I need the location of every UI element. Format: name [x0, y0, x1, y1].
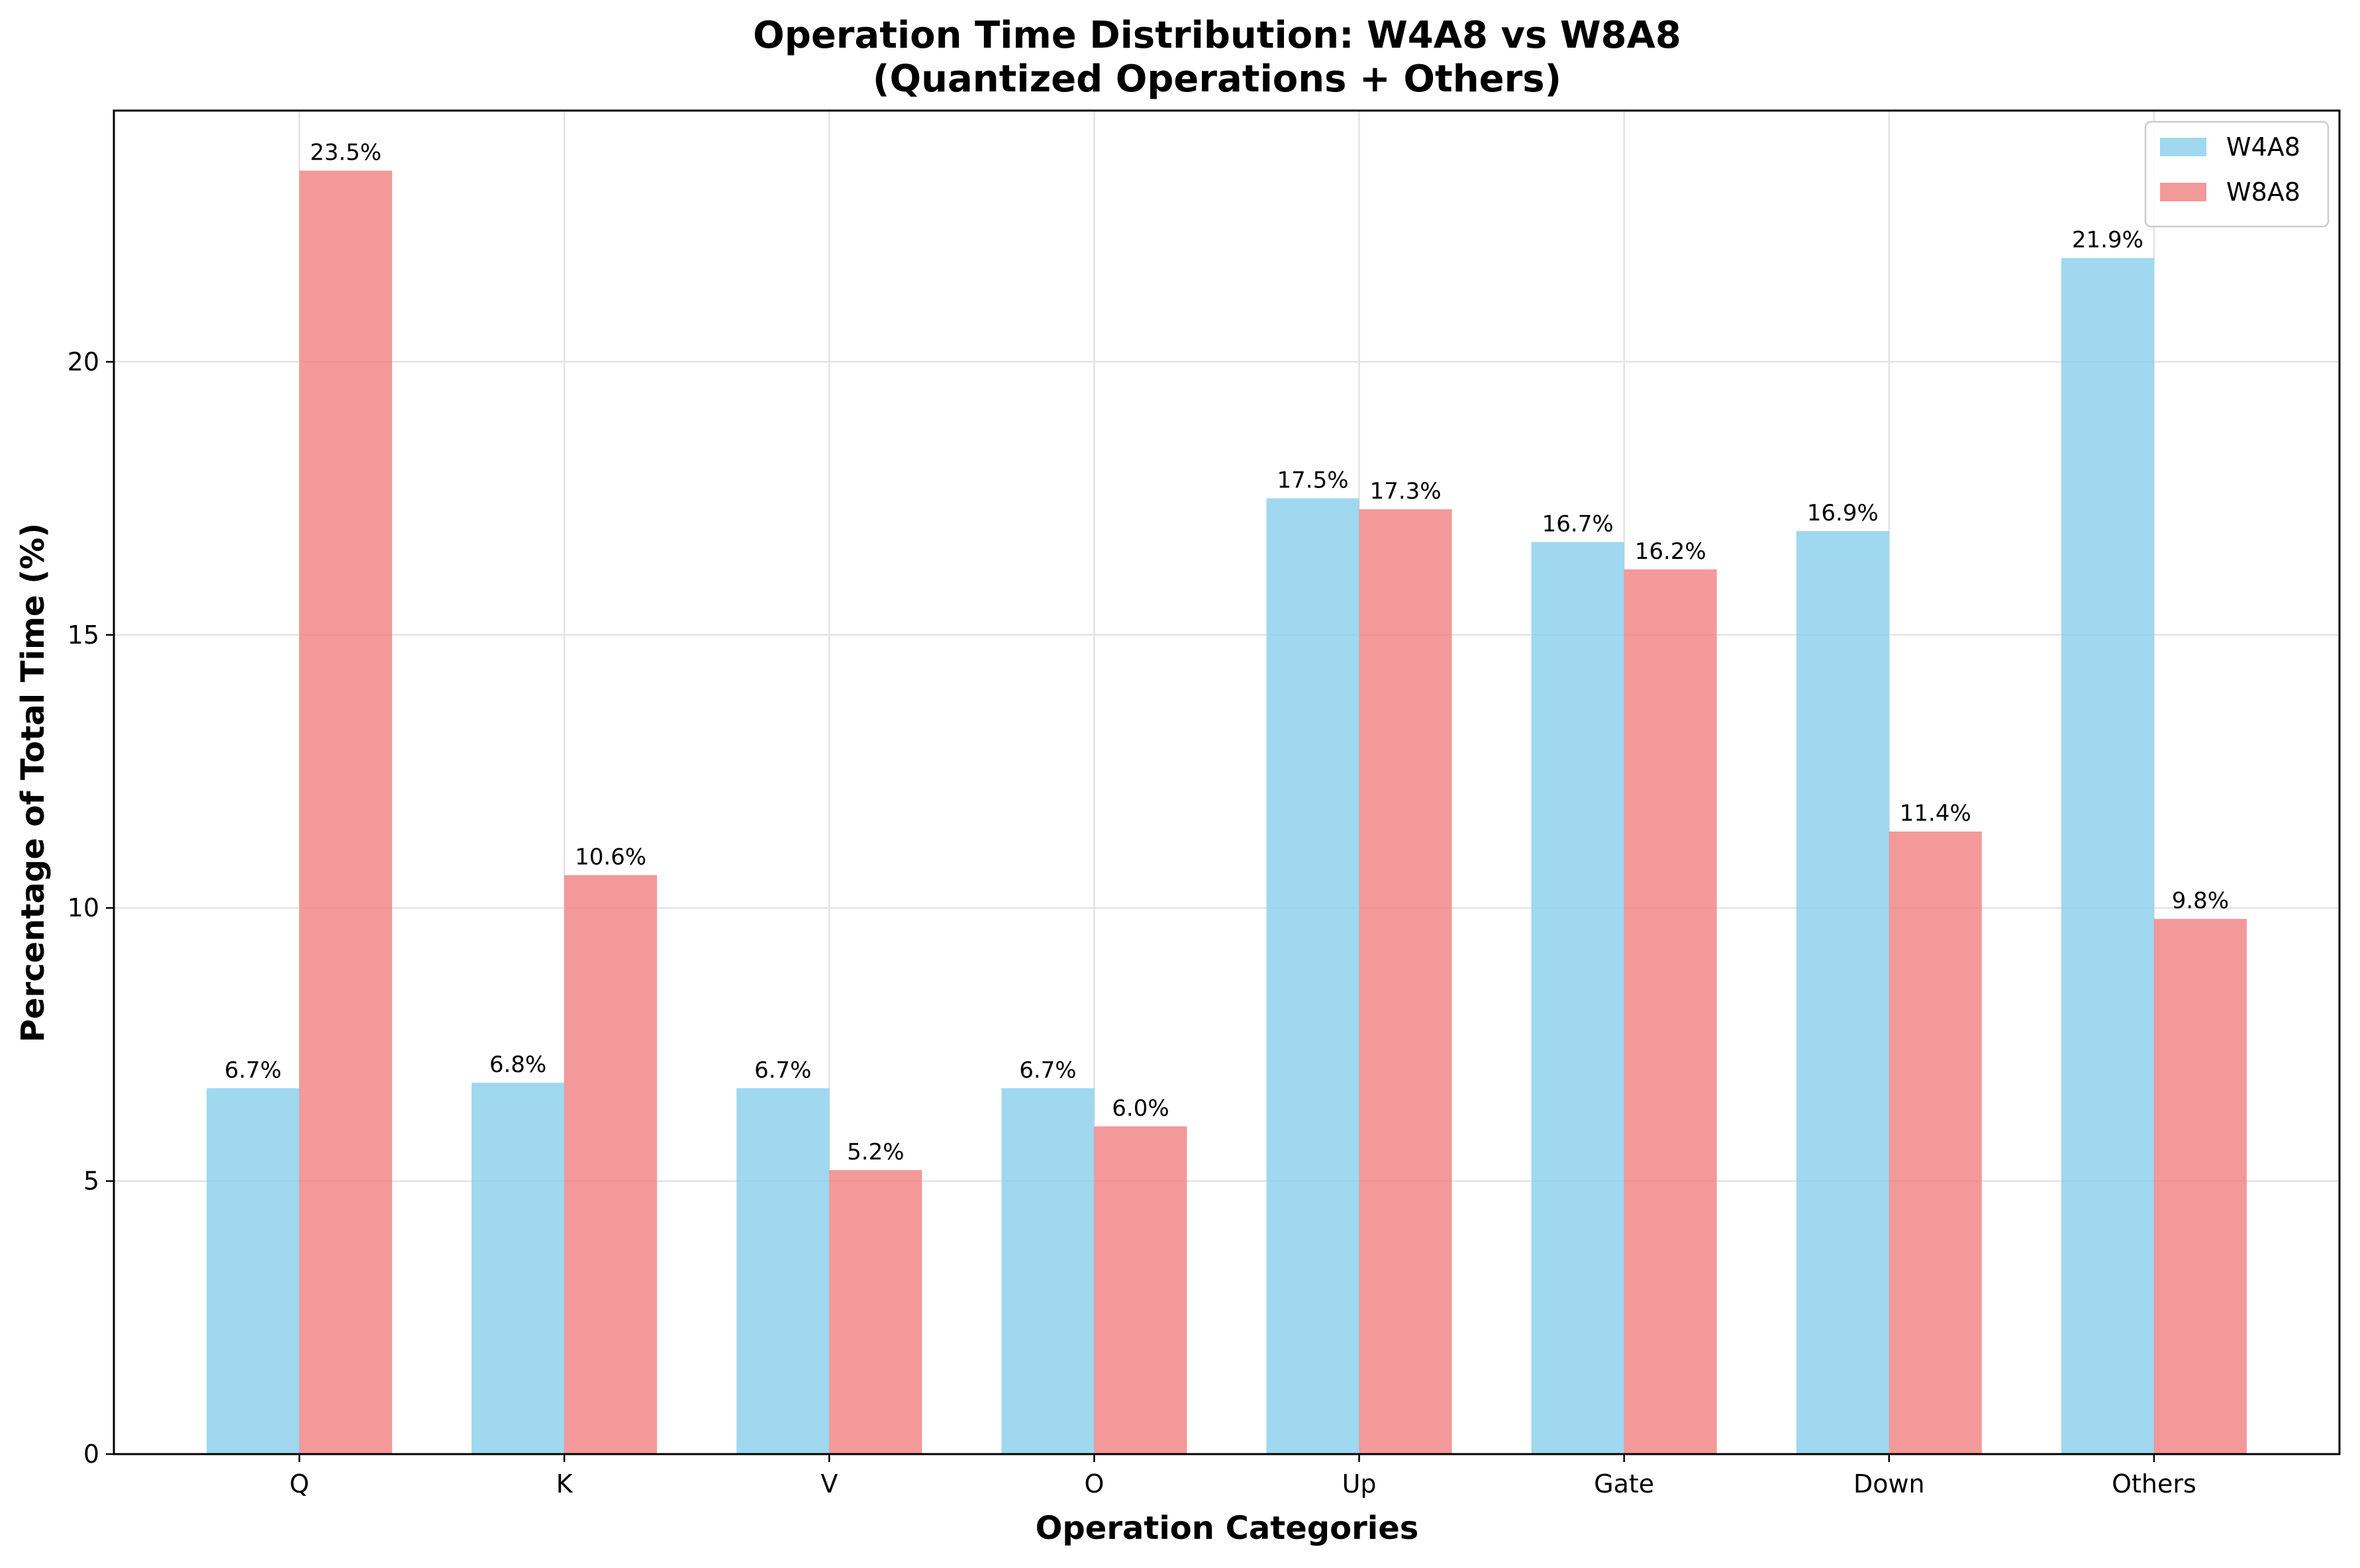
value-label-w8a8: 23.5%: [310, 140, 381, 166]
y-tick-label: 20: [68, 347, 99, 376]
bar-w4a8: [207, 1088, 300, 1454]
value-labels: 6.7% 6.8% 6.7% 6.7% 17.5% 16.7% 16.9% 21.9% 23.5…: [224, 140, 2229, 1165]
value-label-w8a8: 11.4%: [1900, 801, 1971, 827]
value-label-w4a8: 17.5%: [1277, 467, 1349, 494]
x-axis-label: Operation Categories: [1036, 1510, 1419, 1547]
legend-label-w4a8: W4A8: [2226, 132, 2300, 162]
value-label-w4a8: 16.7%: [1542, 511, 1614, 538]
x-tick-label: Gate: [1594, 1469, 1654, 1498]
value-label-w4a8: 16.9%: [1807, 500, 1879, 526]
value-label-w8a8: 10.6%: [575, 844, 646, 871]
bar-w8a8: [564, 875, 658, 1454]
value-label-w4a8: 6.7%: [1019, 1057, 1076, 1083]
x-tick-label: Q: [289, 1469, 309, 1498]
y-tick-label: 5: [83, 1167, 99, 1196]
bar-w4a8: [1001, 1088, 1095, 1454]
y-axis-ticks: 0 5 10 15 20: [68, 347, 114, 1469]
y-axis-label: Percentage of Total Time (%): [15, 523, 52, 1042]
legend-swatch-w4a8: [2160, 138, 2206, 156]
x-tick-label: K: [556, 1469, 573, 1498]
bar-w4a8: [471, 1083, 565, 1454]
x-axis-ticks: Q K V O Up Gate Down Others: [289, 1454, 2196, 1498]
bar-w8a8: [299, 170, 393, 1454]
value-label-w8a8: 6.0%: [1112, 1095, 1169, 1122]
bar-w8a8: [829, 1170, 922, 1454]
bar-w8a8: [1094, 1126, 1187, 1454]
y-tick-label: 10: [68, 893, 99, 922]
x-tick-label: O: [1084, 1469, 1104, 1498]
bar-group: [207, 170, 2247, 1455]
bar-w8a8: [1624, 569, 1717, 1454]
value-label-w4a8: 6.7%: [754, 1057, 811, 1083]
bar-w4a8: [1531, 542, 1624, 1455]
bar-w4a8: [1796, 531, 1889, 1454]
chart-subtitle: (Quantized Operations + Others): [873, 58, 1561, 101]
value-label-w4a8: 6.8%: [489, 1052, 546, 1078]
bar-w8a8: [2153, 918, 2247, 1454]
x-tick-label: Others: [2112, 1469, 2196, 1498]
bar-w4a8: [2061, 258, 2154, 1455]
value-label-w8a8: 5.2%: [847, 1139, 904, 1165]
y-tick-label: 15: [68, 620, 99, 650]
value-label-w8a8: 16.2%: [1635, 538, 1706, 565]
plot-frame: [113, 109, 2341, 1455]
legend: W4A8 W8A8: [2144, 121, 2330, 228]
x-tick-label: Down: [1853, 1469, 1925, 1498]
value-label-w4a8: 21.9%: [2072, 227, 2143, 254]
value-label-w8a8: 9.8%: [2172, 888, 2229, 914]
value-label-w8a8: 17.3%: [1370, 478, 1442, 505]
bar-w4a8: [736, 1088, 830, 1454]
x-tick-label: Up: [1342, 1469, 1377, 1498]
legend-swatch-w8a8: [2160, 183, 2206, 201]
bar-w8a8: [1889, 831, 1982, 1454]
y-tick-label: 0: [83, 1440, 99, 1469]
value-label-w4a8: 6.7%: [224, 1057, 281, 1083]
legend-label-w8a8: W8A8: [2226, 177, 2300, 207]
bar-w4a8: [1266, 498, 1359, 1454]
chart-title: Operation Time Distribution: W4A8 vs W8A…: [753, 14, 1681, 57]
bar-w8a8: [1359, 509, 1452, 1455]
x-tick-label: V: [820, 1469, 838, 1498]
